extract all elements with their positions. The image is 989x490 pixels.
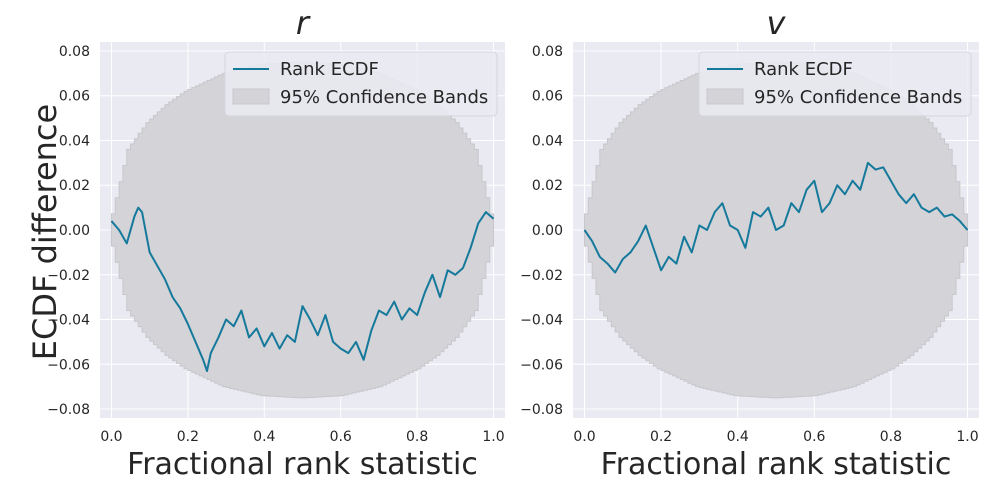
rank-ecdf-line — [110, 206, 495, 372]
chart-panel-2: v 0.0 0.2 0.4 0.6 0.8 1.0 0.08 0.06 0.04 0.02 0.00 −… — [520, 4, 979, 482]
x-tick-label: 1.0 — [482, 429, 504, 445]
y-tick-label: −0.04 — [520, 313, 563, 329]
legend-label: 95% Confidence Bands — [754, 87, 962, 108]
y-tick-label: −0.08 — [47, 402, 90, 418]
y-tick-label: −0.06 — [520, 357, 563, 373]
y-tick-label: 0.04 — [532, 133, 563, 149]
y-tick-label: −0.02 — [520, 268, 563, 284]
x-tick-label: 0.0 — [100, 429, 122, 445]
legend-band-swatch — [706, 88, 744, 105]
y-tick-label: 0.08 — [532, 44, 563, 60]
y-tick-label: 0.06 — [59, 89, 90, 105]
legend-box — [224, 51, 498, 117]
x-tick-label: 0.6 — [330, 429, 352, 445]
y-tick-label: −0.04 — [47, 313, 90, 329]
legend-label: Rank ECDF — [754, 59, 853, 80]
y-tick-label: 0.04 — [59, 133, 90, 149]
rank-ecdf-line — [583, 161, 969, 274]
x-tick-label: 0.8 — [406, 429, 428, 445]
legend-label: 95% Confidence Bands — [280, 87, 488, 108]
y-tick-label: 0.08 — [59, 44, 90, 60]
legend-box — [698, 51, 972, 117]
x-axis-label: Fractional rank statistic — [127, 447, 478, 482]
y-tick-label: −0.08 — [520, 402, 563, 418]
x-tick-label: 0.0 — [573, 429, 595, 445]
y-tick-label: 0.02 — [59, 178, 90, 194]
x-tick-label: 0.4 — [727, 429, 749, 445]
x-tick-label: 1.0 — [956, 429, 978, 445]
legend-band-swatch — [232, 88, 270, 105]
panel-title: r — [296, 4, 311, 42]
y-axis-label: ECDF difference — [26, 104, 64, 360]
x-tick-label: 0.8 — [880, 429, 902, 445]
y-tick-label: 0.06 — [532, 89, 563, 105]
y-tick-label: 0.02 — [532, 178, 563, 194]
y-tick-label: 0.00 — [532, 223, 563, 239]
y-tick-label: −0.06 — [47, 357, 90, 373]
x-tick-label: 0.2 — [177, 429, 199, 445]
x-tick-label: 0.6 — [803, 429, 825, 445]
x-tick-label: 0.4 — [253, 429, 275, 445]
x-tick-label: 0.2 — [650, 429, 672, 445]
x-axis-label: Fractional rank statistic — [601, 447, 952, 482]
panel-title: v — [767, 4, 787, 42]
y-tick-label: 0.00 — [59, 223, 90, 239]
y-tick-label: −0.02 — [47, 268, 90, 284]
legend-label: Rank ECDF — [280, 59, 379, 80]
chart-panel-1: r 0.0 0.2 0.4 0.6 0.8 1.0 0.08 0.06 0.04 0.02 0.00 −… — [47, 4, 505, 482]
